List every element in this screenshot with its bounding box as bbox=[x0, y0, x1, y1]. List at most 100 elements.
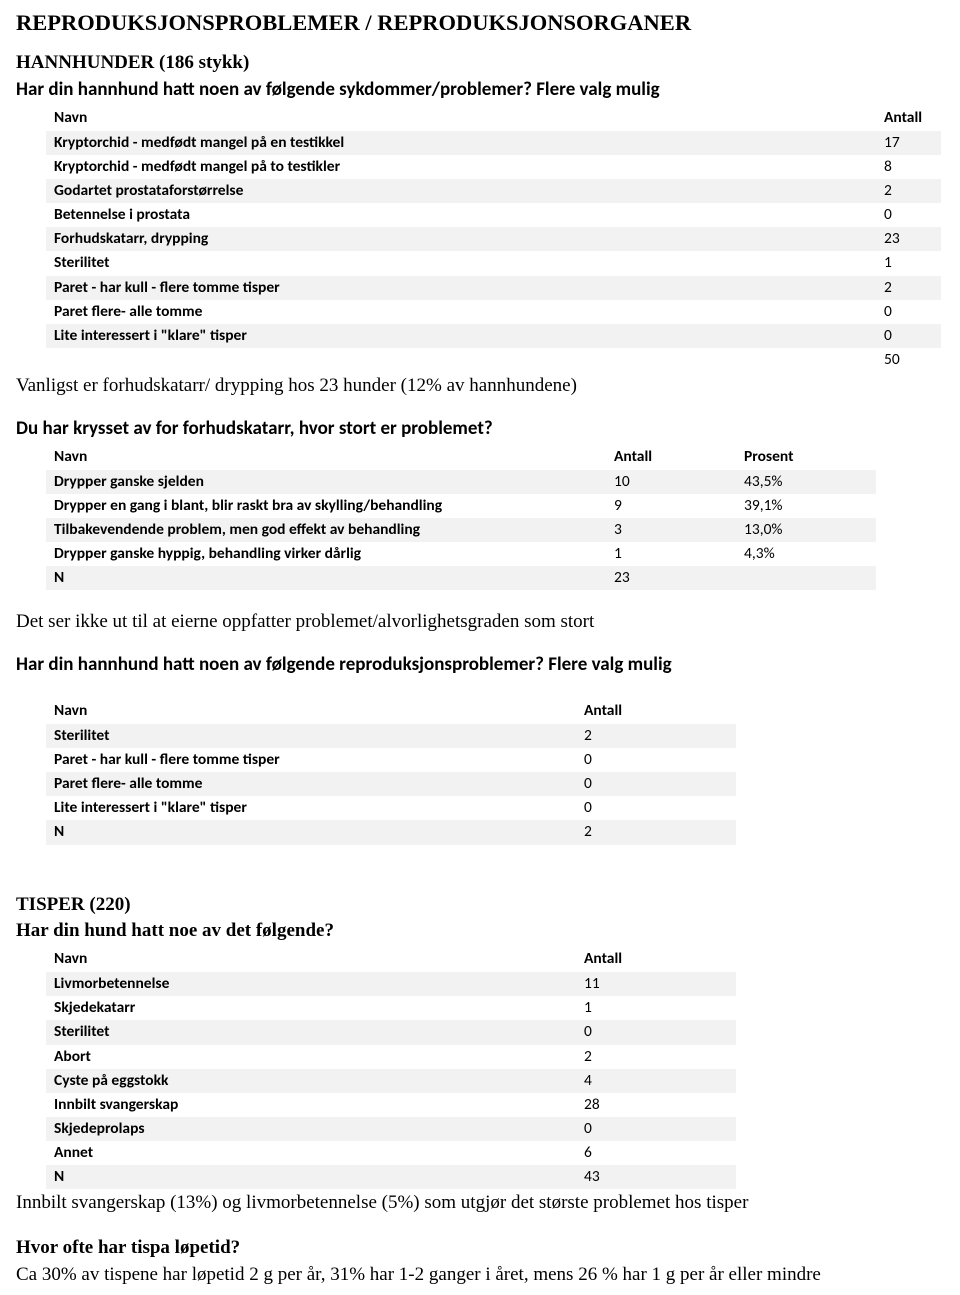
table-row: N23 bbox=[46, 566, 876, 590]
cell-antall: 0 bbox=[576, 796, 736, 820]
table-row: Paret flere- alle tomme0 bbox=[46, 772, 736, 796]
note-s1: Vanligst er forhudskatarr/ drypping hos … bbox=[16, 374, 944, 399]
table-row: Livmorbetennelse11 bbox=[46, 972, 736, 996]
cell-name: Drypper en gang i blant, blir raskt bra … bbox=[46, 494, 606, 518]
cell-name: Sterilitet bbox=[46, 724, 576, 748]
section-heading-hannhunder: HANNHUNDER (186 stykk) bbox=[16, 51, 944, 76]
cell-name: Skjedeprolaps bbox=[46, 1117, 576, 1141]
col-header-prosent: Prosent bbox=[736, 444, 876, 470]
cell-name: Innbilt svangerskap bbox=[46, 1093, 576, 1117]
page-title: REPRODUKSJONSPROBLEMER / REPRODUKSJONSOR… bbox=[16, 8, 944, 37]
cell-antall: 2 bbox=[576, 820, 736, 844]
cell-antall: 0 bbox=[576, 772, 736, 796]
note-s2: Det ser ikke ut til at eierne oppfatter … bbox=[16, 610, 944, 635]
table-row: Skjedekatarr1 bbox=[46, 996, 736, 1020]
cell-prosent: 4,3% bbox=[736, 542, 876, 566]
cell-name: Paret flere- alle tomme bbox=[46, 772, 576, 796]
table-row: Tilbakevendende problem, men god effekt … bbox=[46, 518, 876, 542]
cell-name: Forhudskatarr, drypping bbox=[46, 227, 876, 251]
col-header-antall: Antall bbox=[576, 698, 736, 724]
table-row: Godartet prostataforstørrelse2 bbox=[46, 179, 941, 203]
col-header-antall: Antall bbox=[876, 105, 941, 131]
col-header-navn: Navn bbox=[46, 444, 606, 470]
cell-antall: 10 bbox=[606, 470, 736, 494]
table-s1: Navn Antall Kryptorchid - medfødt mangel… bbox=[46, 105, 941, 373]
cell-antall: 3 bbox=[606, 518, 736, 542]
cell-antall: 0 bbox=[576, 1117, 736, 1141]
table-row: Innbilt svangerskap28 bbox=[46, 1093, 736, 1117]
question-s4: Har din hund hatt noe av det følgende? bbox=[16, 919, 944, 944]
cell-antall: 17 bbox=[876, 131, 941, 155]
cell-name: N bbox=[46, 1165, 576, 1189]
cell-antall: 4 bbox=[576, 1069, 736, 1093]
cell-name: Kryptorchid - medfødt mangel på to testi… bbox=[46, 155, 876, 179]
cell-name: Tilbakevendende problem, men god effekt … bbox=[46, 518, 606, 542]
cell-name: Drypper ganske sjelden bbox=[46, 470, 606, 494]
table-row: N43 bbox=[46, 1165, 736, 1189]
table-row: Paret flere- alle tomme0 bbox=[46, 300, 941, 324]
cell-name: Betennelse i prostata bbox=[46, 203, 876, 227]
cell-name: Annet bbox=[46, 1141, 576, 1165]
section-heading-tisper: TISPER (220) bbox=[16, 893, 944, 918]
table-row: Forhudskatarr, drypping23 bbox=[46, 227, 941, 251]
cell-antall: 2 bbox=[576, 1045, 736, 1069]
cell-name: Lite interessert i "klare" tisper bbox=[46, 796, 576, 820]
table-row: Skjedeprolaps0 bbox=[46, 1117, 736, 1141]
cell-prosent: 13,0% bbox=[736, 518, 876, 542]
cell-name: N bbox=[46, 566, 606, 590]
table-row: N2 bbox=[46, 820, 736, 844]
cell-antall: 9 bbox=[606, 494, 736, 518]
cell-antall: 0 bbox=[876, 300, 941, 324]
table-row: Sterilitet1 bbox=[46, 251, 941, 275]
table-row: Drypper ganske sjelden1043,5% bbox=[46, 470, 876, 494]
question-s5: Hvor ofte har tispa løpetid? bbox=[16, 1236, 944, 1261]
note-s4: Innbilt svangerskap (13%) og livmorbeten… bbox=[16, 1191, 944, 1216]
cell-prosent: 39,1% bbox=[736, 494, 876, 518]
cell-name: Abort bbox=[46, 1045, 576, 1069]
cell-antall: 23 bbox=[876, 227, 941, 251]
table-row: Paret - har kull - flere tomme tisper0 bbox=[46, 748, 736, 772]
cell-antall: 8 bbox=[876, 155, 941, 179]
cell-name: Cyste på eggstokk bbox=[46, 1069, 576, 1093]
table-row: Annet6 bbox=[46, 1141, 736, 1165]
cell-name: N bbox=[46, 820, 576, 844]
cell-antall: 0 bbox=[876, 203, 941, 227]
question-s2: Du har krysset av for forhudskatarr, hvo… bbox=[16, 417, 944, 442]
cell-antall: 1 bbox=[876, 251, 941, 275]
cell-name: Sterilitet bbox=[46, 1020, 576, 1044]
table-row: Sterilitet2 bbox=[46, 724, 736, 748]
cell-antall: 2 bbox=[876, 276, 941, 300]
table-total: 50 bbox=[876, 348, 941, 372]
cell-antall: 1 bbox=[576, 996, 736, 1020]
cell-antall: 0 bbox=[876, 324, 941, 348]
table-row: Lite interessert i "klare" tisper0 bbox=[46, 324, 941, 348]
table-row: Kryptorchid - medfødt mangel på to testi… bbox=[46, 155, 941, 179]
cell-antall: 28 bbox=[576, 1093, 736, 1117]
table-row: Drypper en gang i blant, blir raskt bra … bbox=[46, 494, 876, 518]
table-s2: Navn Antall Prosent Drypper ganske sjeld… bbox=[46, 444, 876, 591]
table-row: Betennelse i prostata0 bbox=[46, 203, 941, 227]
col-header-navn: Navn bbox=[46, 105, 876, 131]
col-header-antall: Antall bbox=[576, 946, 736, 972]
cell-name: Drypper ganske hyppig, behandling virker… bbox=[46, 542, 606, 566]
cell-antall: 0 bbox=[576, 748, 736, 772]
cell-name: Sterilitet bbox=[46, 251, 876, 275]
table-row: Drypper ganske hyppig, behandling virker… bbox=[46, 542, 876, 566]
table-row: Kryptorchid - medfødt mangel på en testi… bbox=[46, 131, 941, 155]
cell-name: Godartet prostataforstørrelse bbox=[46, 179, 876, 203]
cell-prosent: 43,5% bbox=[736, 470, 876, 494]
cell-antall: 6 bbox=[576, 1141, 736, 1165]
col-header-navn: Navn bbox=[46, 946, 576, 972]
col-header-antall: Antall bbox=[606, 444, 736, 470]
cell-name: Paret flere- alle tomme bbox=[46, 300, 876, 324]
cell-antall: 2 bbox=[876, 179, 941, 203]
cell-name: Skjedekatarr bbox=[46, 996, 576, 1020]
cell-antall: 1 bbox=[606, 542, 736, 566]
cell-antall: 2 bbox=[576, 724, 736, 748]
cell-antall: 11 bbox=[576, 972, 736, 996]
table-row: Lite interessert i "klare" tisper0 bbox=[46, 796, 736, 820]
cell-name: Livmorbetennelse bbox=[46, 972, 576, 996]
cell-name: Kryptorchid - medfødt mangel på en testi… bbox=[46, 131, 876, 155]
table-row: Paret - har kull - flere tomme tisper2 bbox=[46, 276, 941, 300]
question-s3: Har din hannhund hatt noen av følgende r… bbox=[16, 653, 944, 678]
